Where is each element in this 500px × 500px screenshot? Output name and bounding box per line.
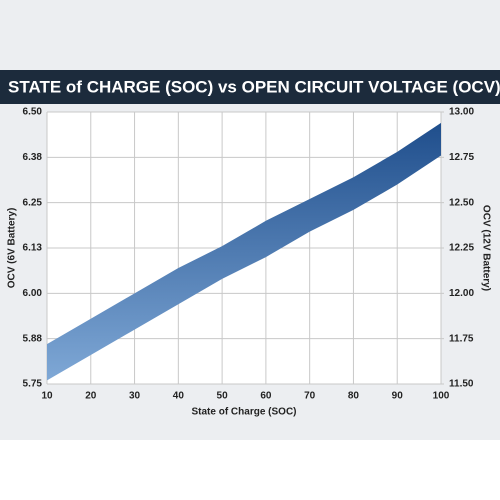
x-tick-label: 70 <box>304 391 316 402</box>
y-tick-label: 6.38 <box>23 152 43 163</box>
y-tick-label: 6.50 <box>23 107 43 118</box>
x-axis-title: State of Charge (SOC) <box>191 407 296 418</box>
chart-title: STATE of CHARGE (SOC) vs OPEN CIRCUIT VO… <box>8 77 500 96</box>
y-axis-title: OCV (6V Battery) <box>7 208 18 289</box>
x-tick-label: 80 <box>348 391 360 402</box>
x-tick-label: 90 <box>392 391 404 402</box>
x-tick-label: 30 <box>129 391 141 402</box>
y2-tick-label: 13.00 <box>449 107 474 118</box>
x-tick-label: 10 <box>41 391 53 402</box>
x-tick-label: 100 <box>433 391 450 402</box>
title-bar <box>0 70 500 104</box>
band-area <box>47 122 441 381</box>
y2-axis-title: OCV (12V Battery) <box>480 205 491 291</box>
y-tick-label: 6.00 <box>23 288 43 299</box>
x-tick-label: 20 <box>85 391 97 402</box>
y-tick-label: 6.13 <box>23 243 43 254</box>
y2-tick-label: 11.75 <box>449 333 474 344</box>
y2-tick-label: 12.25 <box>449 243 474 254</box>
x-tick-label: 40 <box>173 391 185 402</box>
y-tick-label: 6.25 <box>23 197 43 208</box>
y2-tick-label: 12.00 <box>449 288 474 299</box>
y-tick-label: 5.88 <box>23 333 43 344</box>
y2-tick-label: 11.50 <box>449 379 474 390</box>
x-tick-label: 60 <box>260 391 272 402</box>
y2-tick-label: 12.50 <box>449 197 474 208</box>
y2-tick-label: 12.75 <box>449 152 474 163</box>
y-tick-label: 5.75 <box>23 379 43 390</box>
x-tick-label: 50 <box>217 391 229 402</box>
